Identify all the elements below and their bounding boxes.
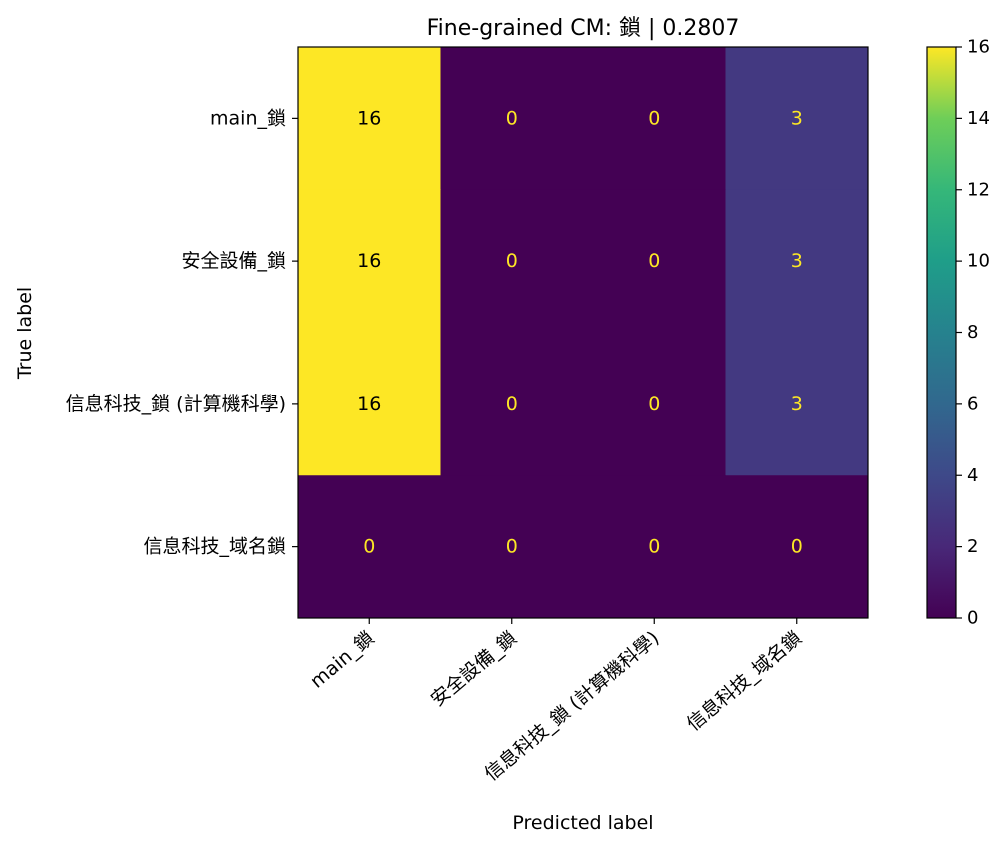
heatmap-cell [298, 475, 441, 619]
cell-value-label: 0 [648, 536, 660, 558]
cell-value-label: 3 [791, 250, 803, 272]
cell-value-label: 3 [791, 393, 803, 415]
x-tick-label: 信息科技_域名鎖 [683, 627, 806, 735]
colorbar-tick-label: 0 [967, 608, 978, 629]
colorbar-tick-label: 2 [967, 536, 978, 557]
y-axis-label: True label [14, 287, 36, 380]
heatmap-cell [440, 189, 584, 333]
x-tick-label: 安全設備_鎖 [427, 627, 521, 711]
cell-value-label: 0 [506, 393, 518, 415]
chart-title: Fine-grained CM: 鎖 | 0.2807 [427, 16, 740, 41]
colorbar-ticks: 0 2 4 6 8 10 12 14 16 [956, 37, 990, 629]
heatmap-cell [583, 332, 726, 476]
heatmap-cell [725, 332, 869, 476]
cell-value-label: 0 [791, 536, 803, 558]
x-axis-label: Predicted label [512, 812, 653, 834]
cell-value-label: 16 [357, 393, 381, 415]
heatmap-cell [298, 332, 441, 476]
y-tick-label: 安全設備_鎖 [181, 250, 286, 272]
plot-frame [297, 46, 869, 619]
cell-value-label: 16 [357, 107, 381, 129]
colorbar [926, 46, 957, 619]
heatmap-cells [298, 47, 869, 619]
colorbar-tick-label: 12 [967, 179, 990, 200]
cell-value-label: 0 [363, 536, 375, 558]
heatmap-cell [440, 332, 584, 476]
heatmap-cell [583, 475, 726, 619]
cell-value-label: 0 [648, 250, 660, 272]
cell-value-label: 16 [357, 250, 381, 272]
colorbar-tick-label: 6 [967, 393, 978, 414]
colorbar-tick-label: 10 [967, 251, 990, 272]
heatmap-cell [440, 47, 584, 191]
cell-value-label: 0 [506, 107, 518, 129]
heatmap-cell [583, 189, 726, 333]
cell-value-label: 0 [506, 536, 518, 558]
heatmap-cell [583, 47, 726, 191]
y-tick-label: 信息科技_鎖 (計算機科學) [66, 393, 286, 415]
x-tick-label: main_鎖 [306, 627, 378, 693]
cell-value-label: 0 [648, 393, 660, 415]
colorbar-tick-label: 14 [967, 108, 990, 129]
heatmap-cell [725, 189, 869, 333]
heatmap-cell [725, 475, 869, 619]
cell-value-labels: 16 0 0 3 16 0 0 3 16 0 0 3 0 0 0 0 [357, 107, 803, 557]
heatmap-cell [298, 47, 441, 191]
heatmap-cell [440, 475, 584, 619]
cell-value-label: 3 [791, 107, 803, 129]
y-tick-label: main_鎖 [210, 107, 286, 129]
colorbar-tick-label: 8 [967, 322, 978, 343]
cell-value-label: 0 [506, 250, 518, 272]
colorbar-tick-label: 16 [967, 37, 990, 58]
y-tick-label: 信息科技_域名鎖 [143, 536, 286, 558]
heatmap-cell [298, 189, 441, 333]
cell-value-label: 0 [648, 107, 660, 129]
heatmap-cell [725, 47, 869, 191]
colorbar-tick-label: 4 [967, 465, 978, 486]
